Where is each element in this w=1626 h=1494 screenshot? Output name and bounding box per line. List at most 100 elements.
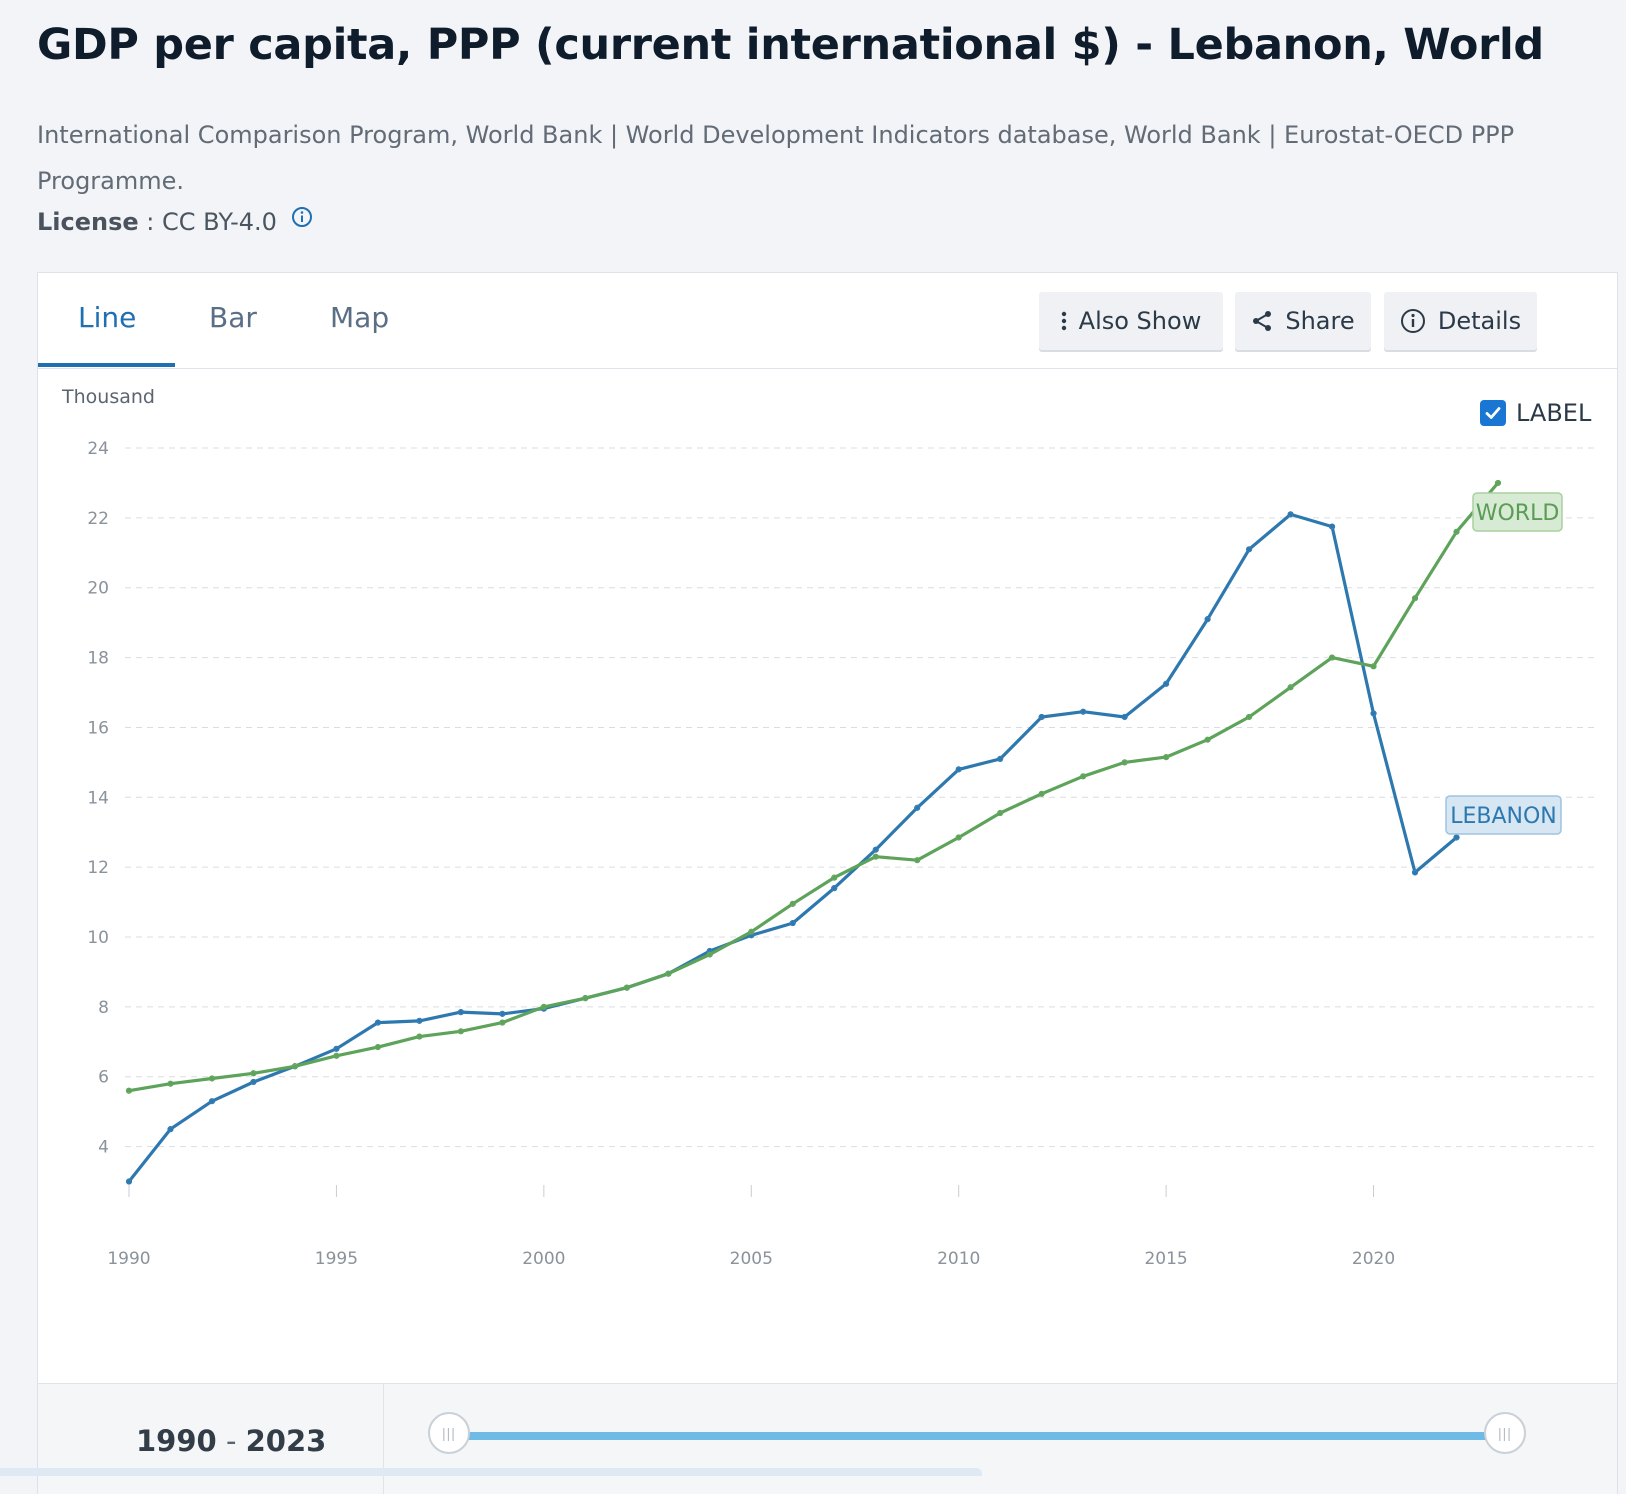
data-point-dot: [251, 1071, 256, 1076]
x-tick-label: 2015: [1144, 1249, 1187, 1269]
data-point-dot: [458, 1029, 464, 1034]
series-line-lebanon: [127, 512, 1459, 1184]
data-point-dot: [417, 1034, 422, 1039]
details-button[interactable]: Details: [1384, 292, 1537, 350]
share-label: Share: [1285, 307, 1355, 335]
label-toggle-text: LABEL: [1516, 399, 1592, 427]
data-point-dot: [624, 985, 630, 990]
x-tick-label: 1990: [107, 1249, 150, 1269]
range-start-handle[interactable]: |||: [428, 1412, 470, 1454]
info-icon[interactable]: [291, 206, 313, 234]
share-icon: [1253, 311, 1272, 331]
tab-bar[interactable]: Bar: [209, 301, 257, 334]
data-point-dot: [1205, 737, 1210, 742]
data-point-dot: [1163, 754, 1169, 760]
data-point-dot: [1412, 870, 1418, 875]
data-point-dot: [541, 1004, 547, 1010]
data-point-dot: [417, 1018, 422, 1024]
data-point-dot: [458, 1009, 464, 1015]
x-tick-label: 2000: [522, 1249, 565, 1269]
chart-card: Line Bar Map Also Show Share Details Tho…: [37, 272, 1618, 1494]
series-label-world: WORLD: [1476, 501, 1560, 526]
data-point-dot: [1288, 512, 1293, 517]
data-point-dot: [334, 1053, 339, 1058]
y-tick-label: 6: [98, 1068, 109, 1088]
data-point-dot: [790, 901, 795, 907]
chart-tabs: Line Bar Map Also Show Share Details: [38, 273, 1617, 369]
data-point-dot: [873, 854, 878, 859]
data-point-dot: [292, 1064, 298, 1069]
also-show-label: Also Show: [1078, 307, 1202, 335]
label-toggle[interactable]: LABEL: [1480, 399, 1591, 427]
data-point-dot: [1412, 596, 1418, 601]
data-point-dot: [1495, 480, 1501, 486]
data-point-dot: [209, 1098, 215, 1104]
info-circle-icon: [1400, 309, 1425, 333]
data-point-dot: [1454, 529, 1459, 535]
bottom-strip: [0, 1468, 982, 1476]
y-tick-label: 16: [87, 718, 109, 738]
data-point-dot: [1288, 685, 1293, 690]
data-point-dot: [209, 1076, 215, 1081]
y-tick-label: 24: [87, 439, 109, 459]
data-point-dot: [832, 875, 837, 880]
data-point-dot: [1371, 711, 1376, 716]
data-point-dot: [1122, 714, 1127, 720]
data-point-dot: [873, 847, 878, 852]
data-point-dot: [707, 952, 712, 957]
data-point-dot: [251, 1079, 256, 1085]
label-checkbox[interactable]: [1480, 400, 1506, 426]
also-show-button[interactable]: Also Show: [1039, 292, 1223, 350]
y-tick-label: 8: [98, 998, 109, 1018]
range-separator: -: [225, 1424, 237, 1458]
active-tab-indicator: [38, 363, 175, 367]
x-tick-label: 2020: [1352, 1249, 1395, 1269]
range-label: 1990 - 2023: [136, 1424, 326, 1458]
data-point-dot: [1246, 714, 1252, 720]
data-point-dot: [1080, 709, 1086, 714]
data-point-dot: [583, 995, 588, 1001]
y-tick-label: 10: [87, 928, 109, 948]
license-value: CC BY-4.0: [162, 208, 277, 236]
series-label-world-box: [1472, 492, 1563, 532]
series-label-lebanon-box: [1445, 795, 1562, 835]
tab-map[interactable]: Map: [330, 301, 390, 334]
data-point-dot: [1039, 714, 1044, 720]
x-tick-label: 2010: [937, 1249, 980, 1269]
data-point-dot: [375, 1020, 381, 1025]
data-point-dot: [1329, 524, 1335, 529]
checkmark-icon: [1485, 407, 1501, 419]
license-label: License: [37, 208, 139, 236]
y-tick-label: 4: [98, 1138, 109, 1158]
tab-line[interactable]: Line: [78, 301, 137, 334]
data-point-dot: [915, 805, 920, 810]
data-point-dot: [1371, 664, 1376, 669]
y-axis-unit: Thousand: [62, 386, 155, 408]
data-point-dot: [956, 767, 961, 772]
details-label: Details: [1437, 307, 1522, 335]
series-label-lebanon: LEBANON: [1450, 804, 1557, 829]
data-point-dot: [832, 885, 837, 891]
x-tick-label: 2005: [730, 1249, 773, 1269]
data-point-dot: [126, 1088, 132, 1093]
data-point-dot: [1329, 655, 1335, 660]
share-button[interactable]: Share: [1235, 292, 1371, 350]
more-vertical-icon: [1061, 311, 1066, 331]
y-tick-label: 22: [87, 509, 109, 529]
page-title: GDP per capita, PPP (current internation…: [37, 20, 1544, 70]
data-point-dot: [1039, 791, 1044, 797]
x-tick-label: 1995: [315, 1249, 358, 1269]
data-point-dot: [1454, 835, 1459, 840]
data-point-dot: [1080, 774, 1086, 779]
data-point-dot: [997, 810, 1003, 816]
data-point-dot: [1122, 760, 1127, 765]
range-slider-track[interactable]: [448, 1432, 1503, 1440]
y-tick-label: 20: [87, 579, 109, 599]
data-point-dot: [666, 971, 671, 976]
data-point-dot: [749, 929, 754, 934]
range-footer: 1990 - 2023 ||| |||: [38, 1383, 1617, 1494]
series-line-world: [127, 481, 1500, 1093]
range-end-handle[interactable]: |||: [1484, 1412, 1526, 1454]
footer-divider: [383, 1384, 384, 1494]
